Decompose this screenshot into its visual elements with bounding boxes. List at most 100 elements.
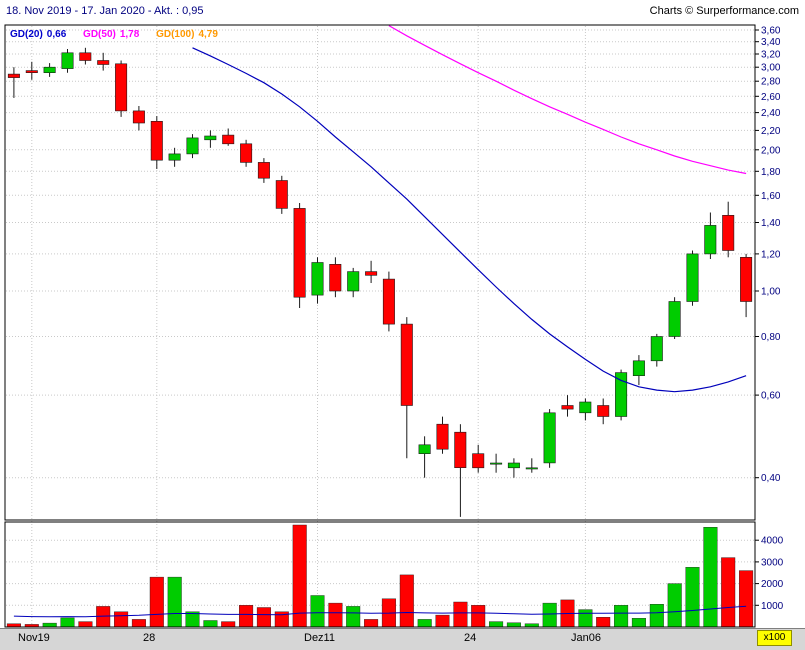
candle-body bbox=[79, 52, 92, 61]
price-tick-label: 1,80 bbox=[761, 167, 781, 178]
legend-gd20-value: 0,66 bbox=[46, 29, 67, 40]
x-axis-label: 24 bbox=[464, 632, 477, 644]
x-axis-strip: Nov19 28 Dez11 24 Jan06 bbox=[0, 628, 805, 650]
candle-body bbox=[400, 323, 413, 406]
volume-bar bbox=[542, 602, 557, 628]
legend-gd20-label: GD(20) bbox=[10, 29, 43, 40]
candle-body bbox=[329, 263, 342, 292]
candle-body bbox=[25, 70, 38, 73]
candle-body bbox=[293, 208, 306, 298]
candle-body bbox=[168, 153, 181, 161]
price-pane-border bbox=[4, 24, 756, 521]
volume-bar bbox=[506, 622, 521, 628]
candle-body bbox=[597, 405, 610, 417]
volume-bar bbox=[631, 618, 646, 628]
candle-body bbox=[275, 180, 288, 209]
candle-body bbox=[61, 52, 74, 69]
candle-body bbox=[507, 462, 520, 469]
legend-gd20-item: GD(20) 0,66 bbox=[10, 29, 83, 40]
volume-bar bbox=[596, 617, 611, 628]
legend-gd50-item: GD(50) 1,78 bbox=[83, 29, 156, 40]
price-tick-label: 1,00 bbox=[761, 287, 781, 298]
candle-body bbox=[543, 412, 556, 464]
price-tick-label: 1,60 bbox=[761, 191, 781, 202]
price-tick-label: 0,60 bbox=[761, 391, 781, 402]
price-tick-label: 2,40 bbox=[761, 108, 781, 119]
volume-bar bbox=[256, 607, 271, 628]
volume-bar bbox=[364, 619, 379, 628]
candle-body bbox=[222, 134, 235, 145]
volume-pane-border bbox=[4, 521, 756, 628]
x-axis-label: Nov19 bbox=[18, 632, 50, 644]
candle-body bbox=[704, 225, 717, 255]
price-tick-label: 3,60 bbox=[761, 26, 781, 37]
chart-credit: Charts © Surperformance.com bbox=[649, 5, 799, 17]
legend-gd100-value: 4,79 bbox=[198, 29, 218, 40]
legend-gd50-value: 1,78 bbox=[119, 29, 140, 40]
candle-body bbox=[454, 431, 467, 469]
volume-unit-badge: x100 bbox=[757, 630, 792, 646]
volume-bar bbox=[471, 605, 486, 628]
price-tick-label: 0,40 bbox=[761, 473, 781, 484]
volume-bar bbox=[149, 576, 164, 628]
volume-tick-label: 2000 bbox=[761, 579, 784, 590]
volume-bar bbox=[60, 617, 75, 628]
volume-bar bbox=[42, 622, 57, 628]
candle-body bbox=[632, 360, 645, 376]
chart-title: 18. Nov 2019 - 17. Jan 2020 - Akt. : 0,9… bbox=[6, 5, 204, 17]
volume-bar bbox=[721, 557, 736, 628]
candle-body bbox=[525, 467, 538, 470]
volume-bar bbox=[453, 601, 468, 628]
volume-bar bbox=[346, 606, 361, 628]
volume-ma-line bbox=[13, 605, 747, 618]
candle-body bbox=[97, 60, 110, 65]
volume-bar bbox=[739, 570, 754, 628]
volume-bar bbox=[435, 614, 450, 628]
volume-bar bbox=[667, 583, 682, 628]
price-tick-label: 1,40 bbox=[761, 218, 781, 229]
candle-body bbox=[186, 137, 199, 155]
candle-body bbox=[365, 271, 378, 276]
candle-body bbox=[722, 215, 735, 251]
candle-body bbox=[740, 256, 753, 302]
volume-bar bbox=[131, 619, 146, 628]
candle-body bbox=[615, 372, 628, 417]
legend-gd100-label: GD(100) bbox=[156, 29, 195, 40]
volume-bar bbox=[328, 602, 343, 628]
volume-bar bbox=[114, 611, 129, 628]
volume-bar bbox=[292, 524, 307, 628]
candle-body bbox=[490, 462, 503, 465]
price-ma-line-gd50 bbox=[388, 25, 747, 175]
x-axis-label: Dez11 bbox=[304, 632, 335, 644]
price-tick-label: 2,20 bbox=[761, 126, 781, 137]
volume-bar bbox=[685, 567, 700, 628]
candle-body bbox=[436, 423, 449, 450]
volume-pane-bg bbox=[5, 522, 755, 627]
candle-body bbox=[115, 63, 128, 112]
volume-bar bbox=[399, 574, 414, 628]
legend-gd100-item: GD(100) 4,79 bbox=[156, 29, 232, 40]
candle-body bbox=[240, 143, 253, 163]
candle-body bbox=[382, 278, 395, 325]
volume-bar bbox=[703, 527, 718, 628]
candle-body bbox=[579, 401, 592, 414]
price-tick-label: 0,80 bbox=[761, 332, 781, 343]
candle-body bbox=[132, 110, 145, 124]
price-tick-label: 2,00 bbox=[761, 145, 781, 156]
candle-body bbox=[7, 73, 20, 78]
legend-gd50-label: GD(50) bbox=[83, 29, 116, 40]
volume-bar bbox=[614, 605, 629, 628]
volume-tick-label: 4000 bbox=[761, 536, 784, 547]
candle-body bbox=[311, 262, 324, 296]
candle-body bbox=[650, 336, 663, 362]
price-ma-line-gd20 bbox=[192, 47, 747, 393]
volume-bar bbox=[203, 620, 218, 628]
volume-tick-label: 1000 bbox=[761, 601, 784, 612]
price-tick-label: 3,40 bbox=[761, 37, 781, 48]
volume-bar bbox=[239, 605, 254, 628]
candle-body bbox=[257, 162, 270, 179]
x-axis-label: 28 bbox=[143, 632, 156, 644]
candle-body bbox=[204, 135, 217, 141]
price-tick-label: 2,60 bbox=[761, 92, 781, 103]
